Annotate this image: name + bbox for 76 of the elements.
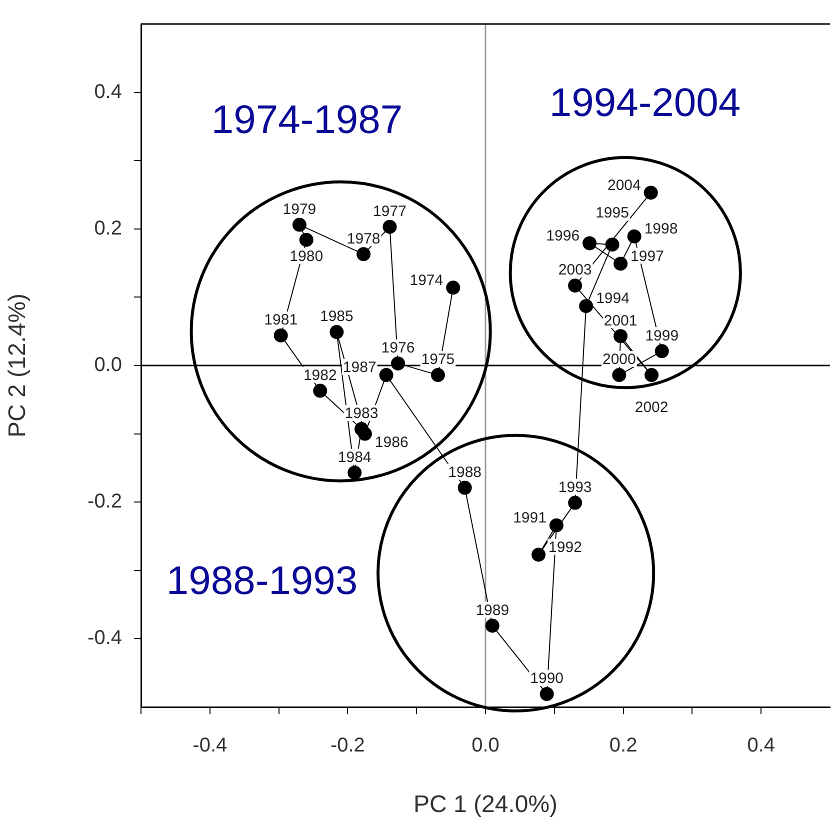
- point: [485, 618, 500, 633]
- annotation: 1994-2004: [549, 81, 741, 126]
- annotation: 1999: [645, 327, 679, 344]
- annotation: 1997: [630, 248, 664, 265]
- annotation: 1974: [410, 272, 444, 289]
- point: [612, 368, 626, 382]
- point: [654, 344, 669, 358]
- annotation: 1991: [513, 509, 546, 526]
- point: [379, 368, 394, 382]
- annotation: 1984: [338, 448, 372, 466]
- point: [627, 229, 642, 244]
- point: [579, 299, 594, 314]
- annotation: 1977: [373, 202, 406, 220]
- point: [644, 368, 659, 382]
- y-tick-label: 0.4: [94, 80, 122, 103]
- x-tick-label: 0.2: [609, 734, 638, 757]
- point: [458, 480, 472, 495]
- annotation: 1978: [346, 230, 380, 248]
- point: [274, 328, 288, 342]
- x-tick-label: 0.4: [747, 734, 776, 757]
- annotation: 1996: [546, 227, 580, 244]
- point: [605, 238, 620, 252]
- point: [549, 518, 564, 532]
- annotation: 1990: [530, 670, 564, 688]
- annotation: 1998: [644, 220, 678, 238]
- point: [644, 186, 658, 200]
- annotation: 1986: [374, 434, 408, 451]
- point: [614, 256, 628, 271]
- point: [568, 278, 582, 293]
- annotation: 1985: [320, 308, 354, 326]
- point: [390, 356, 405, 370]
- annotation: 1988-1993: [166, 559, 358, 604]
- annotation: 2002: [634, 399, 668, 416]
- annotation: 1976: [381, 340, 415, 357]
- y-tick-label: 0.0: [94, 354, 122, 376]
- annotation: 1982: [303, 366, 337, 384]
- point: [348, 466, 362, 480]
- annotation: 1987: [342, 359, 376, 376]
- point: [532, 548, 546, 562]
- annotation: 1993: [558, 478, 592, 496]
- annotation: 1974-1987: [211, 98, 403, 142]
- y-tick-label: -0.2: [88, 490, 122, 513]
- annotation: 2003: [558, 262, 592, 279]
- annotation: 2000: [602, 351, 636, 368]
- annotation: 1989: [476, 602, 510, 619]
- annotation: 1994: [596, 290, 630, 308]
- annotation: 2004: [607, 176, 641, 194]
- point: [382, 220, 397, 234]
- annotation: 1975: [421, 351, 455, 368]
- annotation: 1995: [596, 204, 629, 222]
- annotation: 1988: [448, 464, 482, 481]
- y-axis-title: PC 2 (12.4%): [4, 293, 32, 438]
- point: [358, 426, 372, 441]
- point: [540, 687, 554, 702]
- point: [568, 496, 582, 510]
- annotation: 1980: [290, 248, 324, 265]
- annotation: 1981: [264, 312, 298, 329]
- y-tick-label: -0.4: [88, 627, 122, 650]
- point: [299, 232, 314, 247]
- point: [582, 236, 597, 250]
- x-tick-label: 0.0: [472, 734, 500, 757]
- annotation: 1979: [282, 200, 316, 218]
- point: [330, 325, 344, 340]
- annotation: 1983: [344, 405, 378, 422]
- point: [292, 218, 306, 232]
- x-tick-label: -0.4: [192, 734, 228, 757]
- point: [614, 329, 628, 344]
- point: [313, 384, 328, 398]
- point: [430, 368, 445, 382]
- point: [446, 280, 460, 295]
- x-axis-title: PC 1 (24.0%): [413, 791, 558, 818]
- annotation: 1992: [548, 538, 582, 556]
- annotation: 2001: [604, 312, 638, 330]
- point: [356, 247, 371, 262]
- x-tick-label: -0.2: [330, 734, 365, 757]
- y-tick-label: 0.2: [94, 217, 122, 240]
